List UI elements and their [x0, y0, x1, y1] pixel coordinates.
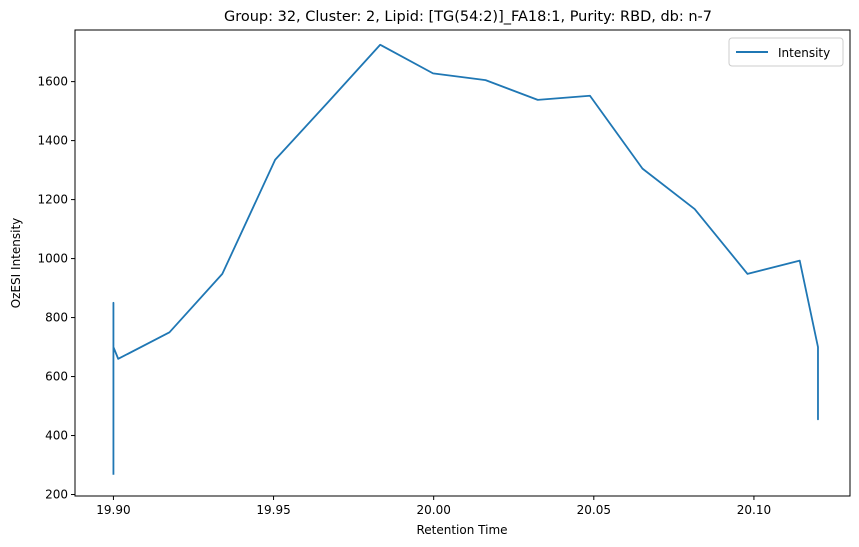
- y-tick-label: 1000: [37, 252, 68, 266]
- legend-box: [728, 37, 844, 67]
- y-tick-label: 1400: [37, 134, 68, 148]
- plot-area: [112, 43, 819, 475]
- x-tick-label: 19.95: [256, 503, 290, 517]
- x-axis-label: Retention Time: [416, 523, 507, 537]
- x-axis: 19.90 19.95 20.00 20.05 20.10: [96, 496, 771, 517]
- y-axis: 200 400 600 800 1000 1200 1400 1600: [37, 75, 75, 502]
- series-line-intensity: [112, 43, 819, 475]
- legend: Intensity: [728, 37, 844, 67]
- x-tick-label: 20.00: [416, 503, 450, 517]
- y-tick-label: 1600: [37, 75, 68, 89]
- y-tick-label: 800: [45, 311, 68, 325]
- x-tick-label: 19.90: [96, 503, 130, 517]
- y-tick-label: 1200: [37, 193, 68, 207]
- chart-title: Group: 32, Cluster: 2, Lipid: [TG(54:2)]…: [224, 9, 712, 25]
- axes-frame: [74, 29, 851, 497]
- y-tick-label: 200: [45, 488, 68, 502]
- x-tick-label: 20.10: [737, 503, 771, 517]
- y-tick-label: 400: [45, 429, 68, 443]
- legend-label: Intensity: [778, 46, 830, 60]
- y-axis-label: OzESI Intensity: [9, 218, 23, 309]
- y-tick-label: 600: [45, 370, 68, 384]
- x-tick-label: 20.05: [577, 503, 611, 517]
